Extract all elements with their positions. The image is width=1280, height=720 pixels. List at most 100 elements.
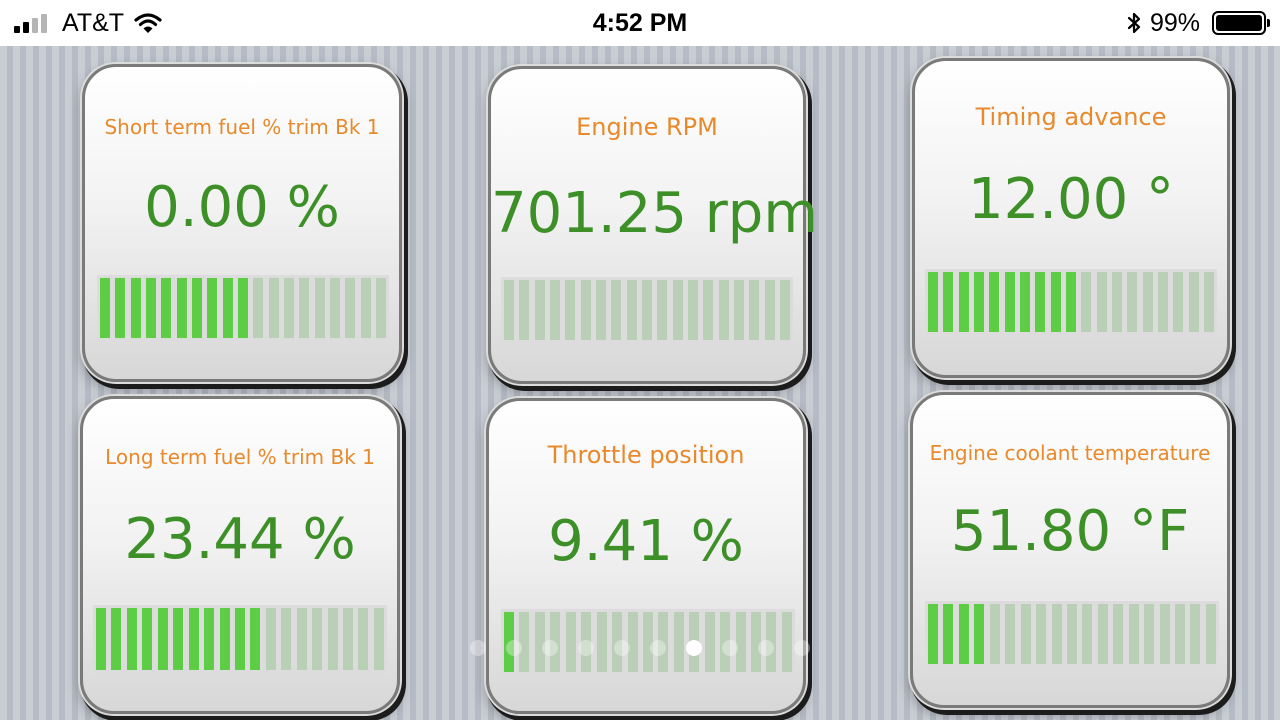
gauge-segment [1035, 272, 1046, 332]
gauge-segment [234, 608, 245, 670]
gauge-segment [250, 608, 261, 670]
battery-fill [1216, 15, 1262, 31]
gauge-segment [345, 278, 356, 338]
gauge-segment [188, 608, 199, 670]
gauge-segment [519, 280, 530, 340]
gauge-segment [657, 280, 668, 340]
signal-bar [23, 22, 29, 33]
gauge-segment [157, 608, 168, 670]
gauge-throttle-position[interactable]: Throttle position 9.41 % [486, 398, 806, 714]
page-indicator [470, 640, 810, 656]
gauge-segment [672, 280, 683, 340]
gauge-segment [974, 604, 985, 664]
gauge-value: 51.80 °F [950, 499, 1190, 564]
gauge-segment [1159, 604, 1170, 664]
gauge-segment [1066, 604, 1077, 664]
gauge-segment [703, 280, 714, 340]
gauge-segment [296, 608, 307, 670]
page-dot[interactable] [542, 640, 558, 656]
gauge-segment [565, 612, 576, 672]
gauge-short-term-fuel-trim[interactable]: Short term fuel % trim Bk 1 0.00 % [82, 64, 402, 382]
page-dot[interactable] [470, 640, 486, 656]
carrier-label: AT&T [62, 8, 125, 37]
gauge-long-term-fuel-trim[interactable]: Long term fuel % trim Bk 1 23.44 % [80, 396, 400, 714]
gauge-segment [111, 608, 122, 670]
gauge-segment [596, 612, 607, 672]
gauge-segment [268, 278, 279, 338]
gauge-timing-advance[interactable]: Timing advance 12.00 ° [912, 58, 1230, 378]
gauge-segment [299, 278, 310, 338]
battery-icon [1212, 11, 1270, 35]
gauge-segment [283, 278, 294, 338]
gauge-bar [501, 277, 793, 343]
page-dot[interactable] [758, 640, 774, 656]
gauge-segment [373, 608, 384, 670]
gauge-engine-coolant-temperature[interactable]: Engine coolant temperature 51.80 °F [910, 392, 1230, 708]
gauge-segment [358, 608, 369, 670]
wifi-icon [134, 13, 162, 33]
gauge-segment [327, 608, 338, 670]
status-bar-left: AT&T [14, 0, 162, 46]
gauge-title: Long term fuel % trim Bk 1 [105, 445, 375, 469]
gauge-segment [565, 280, 576, 340]
gauge-segment [191, 278, 202, 338]
gauge-bar [925, 601, 1219, 667]
gauge-segment [145, 278, 156, 338]
page-dot[interactable] [614, 640, 630, 656]
gauge-segment [343, 608, 353, 670]
gauge-segment [989, 604, 1000, 664]
gauge-segment [642, 612, 653, 672]
gauge-title: Engine coolant temperature [929, 441, 1211, 465]
gauge-segment [126, 608, 137, 670]
gauge-segment [595, 280, 606, 340]
gauge-segment [1113, 604, 1124, 664]
gauge-title: Throttle position [547, 441, 745, 469]
gauge-segment [237, 278, 248, 338]
gauge-segment [1005, 604, 1016, 664]
gauge-bar [925, 269, 1217, 335]
gauge-segment [204, 608, 215, 670]
gauge-segment [550, 612, 561, 672]
gauge-segment [673, 612, 684, 672]
gauge-segment [612, 612, 623, 672]
gauge-value: 9.41 % [548, 509, 744, 574]
page-dot[interactable] [506, 640, 522, 656]
gauge-segment [130, 278, 141, 338]
gauge-segment [96, 608, 106, 670]
gauge-segment [1082, 604, 1093, 664]
gauge-segment [989, 272, 1000, 332]
status-bar-right: 99% [1126, 0, 1270, 46]
gauge-segment [207, 278, 218, 338]
gauge-segment [1144, 604, 1155, 664]
gauge-segment [958, 604, 969, 664]
gauge-segment [375, 278, 386, 338]
gauge-segment [1175, 604, 1185, 664]
battery-percent: 99% [1149, 8, 1200, 37]
gauge-segment [504, 612, 514, 672]
gauge-bar [93, 605, 387, 673]
gauge-segment [161, 278, 172, 338]
battery-nub [1267, 19, 1270, 27]
gauge-engine-rpm[interactable]: Engine RPM 701.25 rpm [488, 66, 818, 384]
gauge-segment [1036, 604, 1047, 664]
gauge-segment [1188, 272, 1199, 332]
gauge-segment [100, 278, 110, 338]
gauge-segment [222, 278, 233, 338]
page-dot[interactable] [686, 640, 702, 656]
page-dot[interactable] [794, 640, 810, 656]
gauge-bar [97, 275, 389, 341]
gauge-segment [720, 612, 731, 672]
page-dot[interactable] [722, 640, 738, 656]
gauge-segment [1205, 604, 1216, 664]
gauge-segment [281, 608, 292, 670]
gauge-segment [219, 608, 230, 670]
gauge-bar [501, 609, 795, 675]
clock: 4:52 PM [592, 9, 688, 37]
page-dot[interactable] [650, 640, 666, 656]
gauge-segment [1019, 272, 1030, 332]
bluetooth-icon [1127, 12, 1141, 34]
gauge-segment [943, 604, 954, 664]
page-dot[interactable] [578, 640, 594, 656]
gauge-segment [1051, 604, 1062, 664]
gauge-segment [1020, 604, 1031, 664]
